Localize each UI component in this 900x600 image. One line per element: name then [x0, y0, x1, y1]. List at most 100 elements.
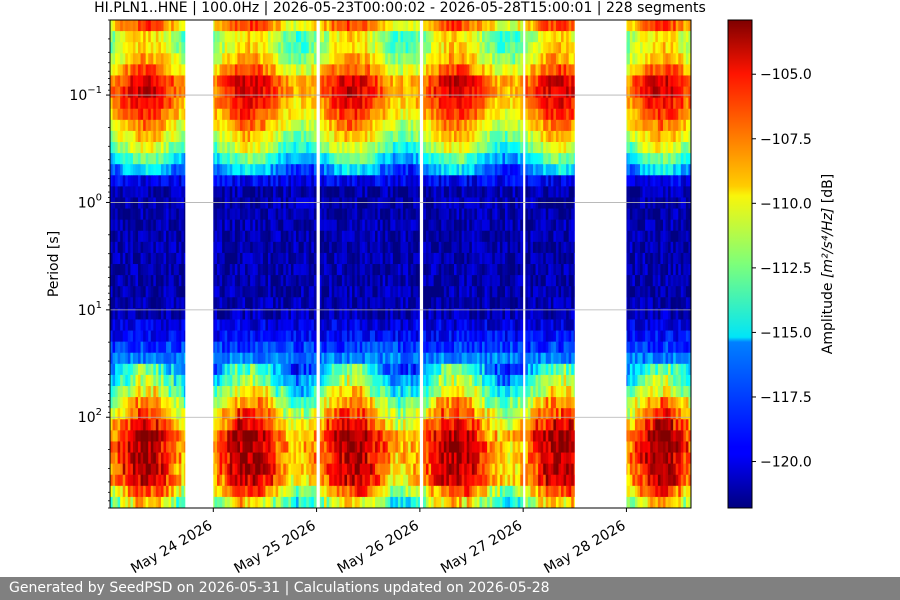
- spectrogram-cell: [176, 264, 180, 276]
- spectrogram-cell: [285, 363, 289, 376]
- spectrogram-cell: [155, 97, 160, 110]
- spectrogram-cell: [163, 374, 167, 387]
- spectrogram-cell: [306, 474, 310, 487]
- spectrogram-cell: [318, 153, 323, 165]
- spectrogram-cell: [257, 153, 261, 165]
- spectrogram-cell: [301, 286, 305, 298]
- spectrogram-cell: [250, 186, 254, 199]
- spectrogram-cell: [285, 175, 289, 187]
- spectrogram-cell: [313, 86, 318, 99]
- spectrogram-cell: [275, 341, 279, 354]
- spectrogram-cell: [217, 219, 221, 232]
- spectrogram-cell: [257, 441, 261, 454]
- spectrogram-cell: [280, 142, 284, 154]
- spectrogram-cell: [311, 142, 315, 154]
- spectrogram-cell: [232, 441, 236, 454]
- spectrogram-cell: [339, 419, 343, 431]
- spectrogram-cell: [303, 386, 307, 398]
- spectrogram-cell: [275, 208, 279, 221]
- spectrogram-cell: [252, 53, 256, 65]
- spectrogram-cell: [148, 31, 152, 43]
- spectrogram-cell: [296, 341, 300, 354]
- spectrogram-cell: [173, 441, 177, 454]
- spectrogram-cell: [318, 452, 323, 465]
- spectrogram-cell: [308, 53, 312, 65]
- spectrogram-cell: [140, 430, 144, 443]
- spectrogram-cell: [339, 386, 343, 398]
- spectrogram-cell: [211, 363, 216, 376]
- spectrogram-cell: [229, 164, 233, 176]
- spectrogram-cell: [344, 142, 348, 154]
- spectrogram-cell: [181, 75, 185, 88]
- spectrogram-cell: [331, 31, 335, 43]
- spectrogram-cell: [127, 408, 131, 420]
- spectrogram-cell: [357, 86, 361, 99]
- spectrogram-cell: [247, 208, 251, 221]
- spectrogram-cell: [270, 485, 274, 498]
- spectrogram-cell: [278, 252, 282, 265]
- spectrogram-cell: [270, 197, 274, 210]
- spectrogram-cell: [245, 341, 249, 354]
- spectrogram-cell: [132, 452, 137, 465]
- spectrogram-cell: [127, 197, 131, 210]
- spectrogram-cell: [153, 252, 157, 265]
- spectrogram-cell: [245, 164, 249, 176]
- spectrogram-cell: [150, 341, 154, 354]
- spectrogram-cell: [153, 441, 157, 454]
- spectrogram-cell: [334, 175, 338, 187]
- spectrogram-cell: [219, 186, 223, 199]
- spectrogram-cell: [290, 164, 295, 176]
- spectrogram-cell: [117, 197, 121, 210]
- spectrogram-cell: [359, 208, 363, 221]
- spectrogram-cell: [140, 108, 144, 121]
- spectrogram-cell: [224, 164, 228, 176]
- spectrogram-cell: [110, 441, 114, 454]
- spectrogram-cell: [262, 330, 267, 343]
- spectrogram-cell: [359, 252, 363, 265]
- spectrogram-cell: [135, 186, 139, 199]
- spectrogram-cell: [181, 31, 185, 43]
- spectrogram-cell: [132, 20, 137, 32]
- spectrogram-cell: [267, 42, 272, 54]
- spectrogram-cell: [301, 64, 305, 77]
- spectrogram-cell: [257, 97, 261, 110]
- spectrogram-cell: [324, 430, 328, 443]
- spectrogram-cell: [160, 130, 165, 143]
- spectrogram-cell: [293, 164, 297, 176]
- spectrogram-cell: [224, 119, 228, 132]
- spectrogram-cell: [285, 341, 289, 354]
- spectrogram-cell: [283, 53, 287, 65]
- spectrogram-cell: [318, 108, 323, 121]
- spectrogram-cell: [178, 441, 182, 454]
- spectrogram-cell: [138, 308, 142, 321]
- spectrogram-cell: [239, 219, 244, 232]
- spectrogram-cell: [115, 20, 119, 32]
- spectrogram-cell: [130, 474, 134, 487]
- spectrogram-cell: [306, 374, 310, 387]
- spectrogram-cell: [329, 386, 333, 398]
- spectrogram-cell: [237, 397, 241, 409]
- spectrogram-cell: [352, 31, 356, 43]
- spectrogram-cell: [160, 119, 165, 132]
- spectrogram-cell: [247, 197, 251, 210]
- spectrogram-cell: [239, 397, 244, 409]
- spectrogram-cell: [245, 363, 249, 376]
- spectrogram-cell: [308, 496, 312, 508]
- spectrogram-cell: [280, 197, 284, 210]
- spectrogram-cell: [283, 31, 287, 43]
- spectrogram-cell: [278, 20, 282, 32]
- spectrogram-cell: [334, 363, 338, 376]
- spectrogram-cell: [110, 463, 114, 476]
- spectrogram-cell: [176, 230, 180, 243]
- spectrogram-cell: [163, 208, 167, 221]
- spectrogram-cell: [140, 452, 144, 465]
- spectrogram-cell: [262, 474, 267, 487]
- spectrogram-cell: [359, 197, 363, 210]
- spectrogram-cell: [234, 208, 239, 221]
- spectrogram-cell: [329, 164, 333, 176]
- spectrogram-cell: [285, 97, 289, 110]
- spectrogram-cell: [150, 252, 154, 265]
- spectrogram-cell: [250, 363, 254, 376]
- spectrogram-cell: [239, 264, 244, 276]
- spectrogram-cell: [339, 286, 343, 298]
